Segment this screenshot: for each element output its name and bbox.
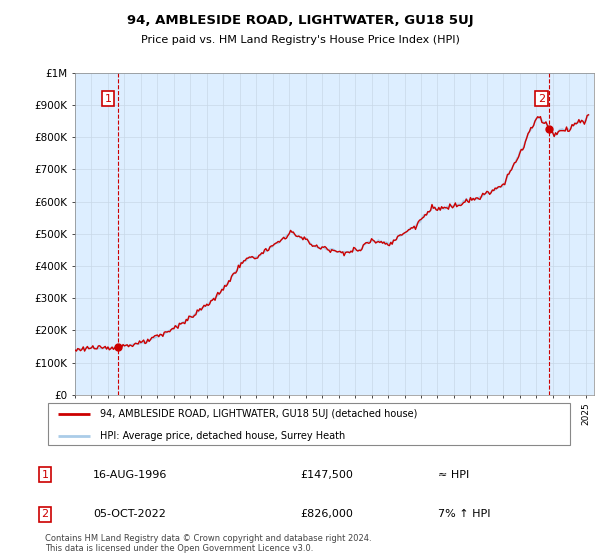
Text: £147,500: £147,500 xyxy=(300,470,353,480)
Text: ≈ HPI: ≈ HPI xyxy=(438,470,469,480)
Text: HPI: Average price, detached house, Surrey Heath: HPI: Average price, detached house, Surr… xyxy=(100,431,346,441)
Text: 1: 1 xyxy=(104,94,112,104)
Text: 1: 1 xyxy=(41,470,49,480)
Text: 94, AMBLESIDE ROAD, LIGHTWATER, GU18 5UJ: 94, AMBLESIDE ROAD, LIGHTWATER, GU18 5UJ xyxy=(127,14,473,27)
Bar xyxy=(75,73,105,395)
Text: 05-OCT-2022: 05-OCT-2022 xyxy=(93,509,166,519)
Text: Contains HM Land Registry data © Crown copyright and database right 2024.
This d: Contains HM Land Registry data © Crown c… xyxy=(45,534,371,553)
Text: Price paid vs. HM Land Registry's House Price Index (HPI): Price paid vs. HM Land Registry's House … xyxy=(140,35,460,45)
Text: £826,000: £826,000 xyxy=(300,509,353,519)
Text: 94, AMBLESIDE ROAD, LIGHTWATER, GU18 5UJ (detached house): 94, AMBLESIDE ROAD, LIGHTWATER, GU18 5UJ… xyxy=(100,409,418,419)
Text: 16-AUG-1996: 16-AUG-1996 xyxy=(93,470,167,480)
Text: 2: 2 xyxy=(41,509,49,519)
Text: 7% ↑ HPI: 7% ↑ HPI xyxy=(438,509,491,519)
Text: 2: 2 xyxy=(538,94,545,104)
